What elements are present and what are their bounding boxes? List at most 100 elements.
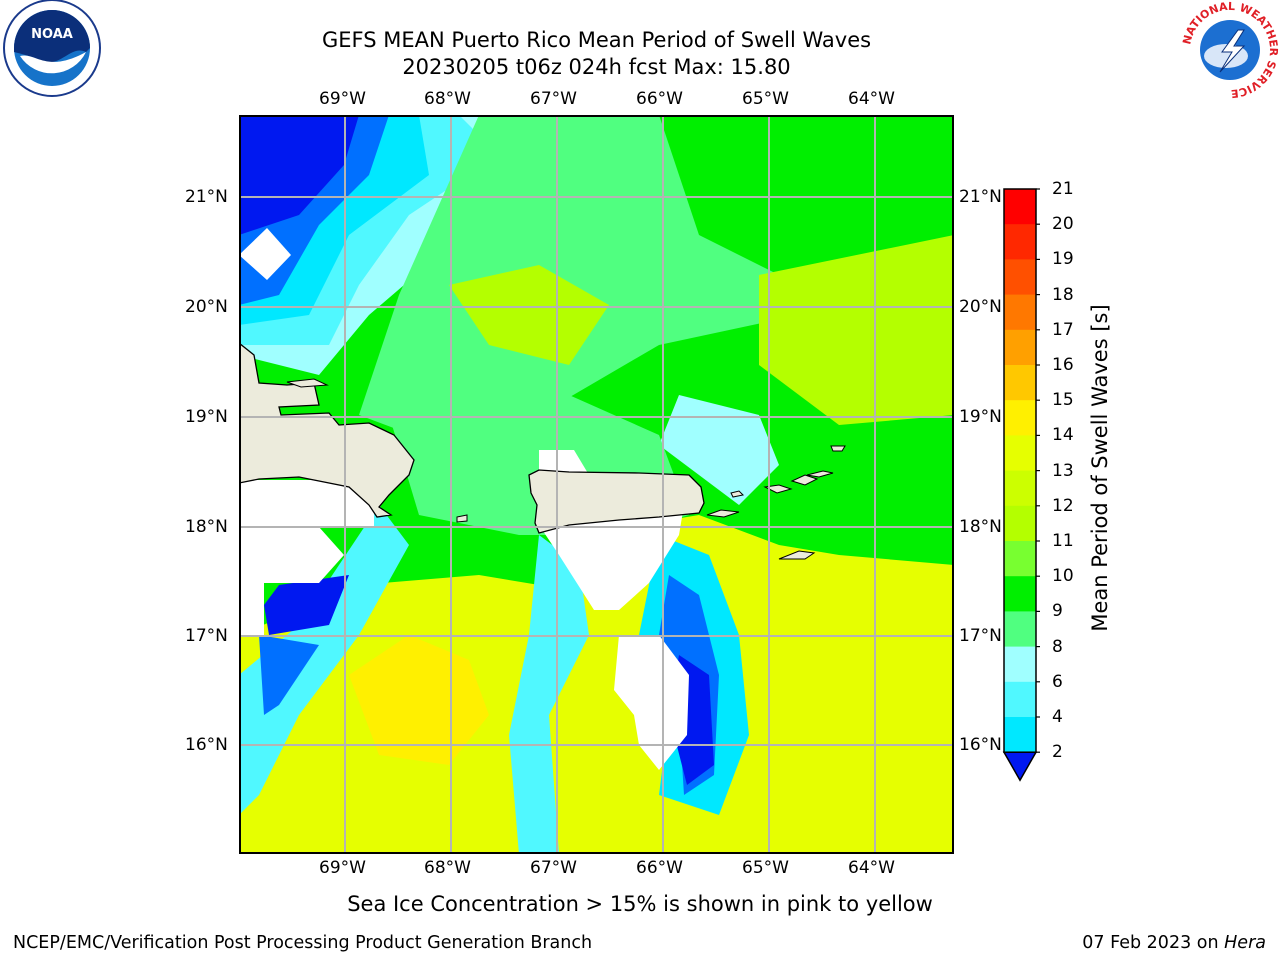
lat-label-right-17n: 17°N bbox=[959, 626, 1002, 646]
mask-region-south bbox=[614, 635, 689, 770]
lat-label-right-21n: 21°N bbox=[959, 187, 1002, 207]
noaa-logo-text: NOAA bbox=[31, 27, 73, 42]
colorbar-tick-label: 12 bbox=[1052, 495, 1074, 516]
lon-label-top-66w: 66°W bbox=[636, 89, 683, 109]
colorbar-tick-label: 10 bbox=[1052, 566, 1074, 587]
field-yellow-south bbox=[239, 515, 954, 854]
lon-label-top-65w: 65°W bbox=[742, 89, 789, 109]
field-light-cyan-mid bbox=[659, 395, 779, 505]
lon-label-bottom-67w: 67°W bbox=[530, 858, 577, 878]
colorbar-segment bbox=[1004, 224, 1036, 260]
colorbar-segment bbox=[1004, 400, 1036, 436]
field-yellow-green-north bbox=[449, 265, 609, 365]
colorbar-segment bbox=[1004, 435, 1036, 472]
lat-label-left-21n: 21°N bbox=[185, 187, 228, 207]
swell-period-field bbox=[239, 115, 954, 854]
lon-label-bottom-65w: 65°W bbox=[742, 858, 789, 878]
colorbar-segment bbox=[1004, 611, 1036, 648]
colorbar-tick-label: 6 bbox=[1052, 671, 1063, 692]
footer-right: 07 Feb 2023 on Hera bbox=[1082, 932, 1266, 954]
land-tortola bbox=[806, 470, 834, 478]
lat-label-right-18n: 18°N bbox=[959, 517, 1002, 537]
nws-logo: NATIONAL WEATHER SERVICE bbox=[1180, 0, 1280, 100]
colorbar-title: Mean Period of Swell Waves [s] bbox=[1088, 304, 1112, 632]
lon-label-bottom-69w: 69°W bbox=[319, 858, 366, 878]
colorbar-segment bbox=[1004, 189, 1036, 225]
colorbar-tick-label: 19 bbox=[1052, 249, 1074, 270]
colorbar-segment bbox=[1004, 646, 1036, 683]
mask-region-west bbox=[239, 480, 374, 635]
field-cyan-tongue-south bbox=[509, 535, 589, 854]
noaa-logo: NOAA bbox=[0, 0, 104, 100]
colorbar-segment bbox=[1004, 259, 1036, 296]
colorbar-tick-label: 21 bbox=[1052, 179, 1074, 199]
lat-label-right-16n: 16°N bbox=[959, 735, 1002, 755]
colorbar-tick-label: 4 bbox=[1052, 707, 1063, 727]
lat-label-left-18n: 18°N bbox=[185, 517, 228, 537]
colorbar-tick-label: 18 bbox=[1052, 284, 1074, 305]
land-st-john bbox=[790, 474, 819, 486]
chart-title: GEFS MEAN Puerto Rico Mean Period of Swe… bbox=[321, 28, 872, 52]
land-puerto-rico bbox=[528, 469, 705, 534]
colorbar-tick-label: 14 bbox=[1052, 425, 1074, 446]
mask-cell-north bbox=[239, 228, 291, 280]
colorbar-tick-label: 20 bbox=[1052, 214, 1074, 235]
land-mona bbox=[456, 514, 468, 523]
lat-label-left-17n: 17°N bbox=[185, 626, 228, 646]
field-cyan-tongue-west bbox=[239, 505, 409, 815]
lon-label-bottom-66w: 66°W bbox=[636, 858, 683, 878]
colorbar-title-wrap: Mean Period of Swell Waves [s] bbox=[1030, 304, 1170, 631]
lat-label-left-20n: 20°N bbox=[185, 297, 228, 317]
land-anegada bbox=[830, 445, 846, 452]
colorbar-segment bbox=[1004, 294, 1036, 331]
noaa-logo-graphic: NOAA bbox=[3, 0, 101, 97]
colorbar-tick-label: 11 bbox=[1052, 531, 1074, 551]
lat-label-right-20n: 20°N bbox=[959, 297, 1002, 317]
colorbar-tick-label: 8 bbox=[1052, 636, 1063, 657]
colorbar-segment bbox=[1004, 717, 1036, 753]
footer-date: 07 Feb 2023 on bbox=[1082, 933, 1225, 953]
colorbar-tick-label: 16 bbox=[1052, 355, 1074, 375]
footer-host: Hera bbox=[1224, 933, 1266, 953]
field-blue-southwest bbox=[259, 635, 319, 715]
colorbar-tick-label: 13 bbox=[1052, 460, 1074, 481]
chart-subtitle: 20230205 t06z 024h fcst Max: 15.80 bbox=[402, 55, 791, 79]
lat-label-right-19n: 19°N bbox=[959, 407, 1002, 427]
colorbar-segment bbox=[1004, 681, 1036, 718]
colorbar bbox=[1002, 188, 1040, 782]
lat-label-left-16n: 16°N bbox=[185, 735, 228, 755]
footer-left: NCEP/EMC/Verification Post Processing Pr… bbox=[13, 933, 593, 953]
lon-label-bottom-68w: 68°W bbox=[424, 858, 471, 878]
lat-label-left-19n: 19°N bbox=[185, 407, 228, 427]
land-st-croix bbox=[778, 550, 816, 560]
colorbar-segment bbox=[1004, 541, 1036, 577]
land-tortuga bbox=[286, 378, 329, 388]
colorbar-segment bbox=[1004, 576, 1036, 612]
land-culebra bbox=[730, 490, 745, 498]
colorbar-labels: 21 20 19 18 17 16 15 14 13 12 11 10 9 8 6 4 2 bbox=[1052, 0, 1092, 960]
colorbar-segment bbox=[1004, 505, 1036, 542]
lon-label-bottom-64w: 64°W bbox=[848, 858, 895, 878]
field-deep-blue-northwest bbox=[239, 115, 359, 235]
colorbar-tick-label: 17 bbox=[1052, 319, 1074, 340]
map-panel bbox=[239, 115, 954, 854]
colorbar-segment bbox=[1004, 329, 1036, 366]
field-deep-blue-southwest bbox=[264, 575, 349, 635]
graticule bbox=[239, 115, 954, 854]
colorbar-under-arrow bbox=[1002, 751, 1038, 782]
colorbar-tick-label: 15 bbox=[1052, 390, 1074, 411]
sea-ice-caption: Sea Ice Concentration > 15% is shown in … bbox=[347, 892, 933, 916]
land-vieques bbox=[706, 509, 740, 518]
colorbar-segment bbox=[1004, 365, 1036, 401]
field-deep-yellow-south bbox=[349, 635, 489, 765]
land-st-thomas bbox=[763, 484, 793, 494]
lon-label-top-68w: 68°W bbox=[424, 89, 471, 109]
nws-logo-graphic: NATIONAL WEATHER SERVICE bbox=[1180, 0, 1280, 100]
field-yellow-green-east bbox=[759, 235, 954, 425]
lon-label-top-64w: 64°W bbox=[848, 89, 895, 109]
map-frame bbox=[239, 115, 954, 854]
colorbar-tick-label: 2 bbox=[1052, 742, 1063, 763]
colorbar-tick-label: 9 bbox=[1052, 601, 1063, 622]
colorbar-segment bbox=[1004, 470, 1036, 507]
lon-label-top-67w: 67°W bbox=[530, 89, 577, 109]
